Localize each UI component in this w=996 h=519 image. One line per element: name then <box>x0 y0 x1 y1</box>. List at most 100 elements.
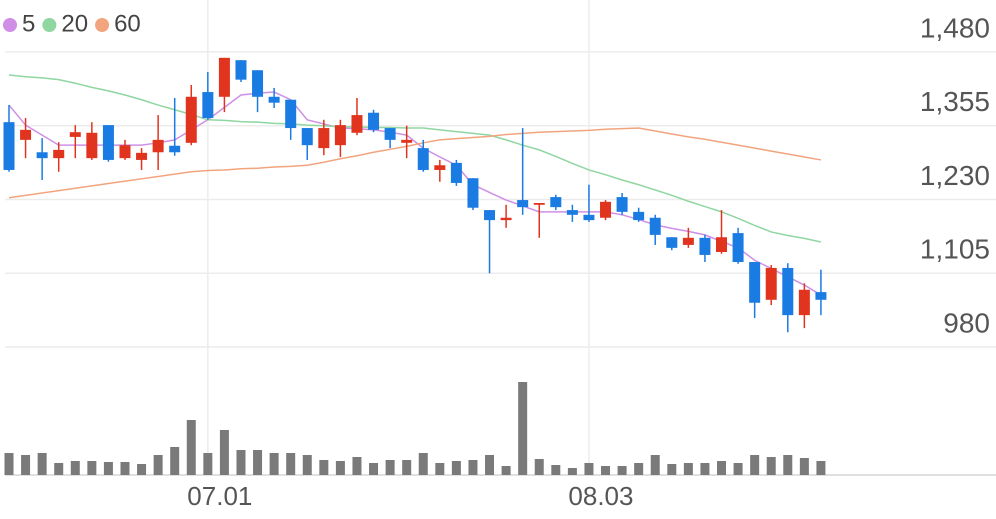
candle-body <box>815 292 827 300</box>
volume-bar <box>286 453 296 475</box>
candle-body <box>417 148 429 170</box>
candle-body <box>351 115 363 133</box>
candle-body <box>268 96 280 103</box>
volume-bar <box>137 464 147 475</box>
volume-bar <box>766 457 776 475</box>
candle-body <box>699 237 711 255</box>
candle-body <box>401 139 413 143</box>
moving-average-line <box>8 91 822 296</box>
candle-body <box>218 57 230 97</box>
volume-bar <box>186 420 196 475</box>
volume-bar <box>501 466 511 475</box>
volume-bar <box>37 453 47 475</box>
volume-bar <box>816 461 826 475</box>
candle-body <box>649 217 661 235</box>
volume-bar <box>567 468 577 475</box>
candle-body <box>318 128 330 149</box>
volume-bar <box>236 450 246 475</box>
candle-body <box>86 132 98 159</box>
candle-body <box>583 214 595 221</box>
volume-bar <box>153 455 163 475</box>
candle-body <box>3 122 15 170</box>
volume-bar <box>634 463 644 475</box>
x-tick-label: 08.03 <box>568 481 633 511</box>
candle-body <box>434 165 446 170</box>
volume-bar <box>451 461 461 475</box>
candle-body <box>252 70 264 97</box>
volume-bar <box>485 455 495 475</box>
volume-bar <box>783 455 793 475</box>
candle-body <box>53 149 65 159</box>
candle-body <box>152 139 164 153</box>
volume-bar <box>21 455 31 475</box>
candle-body <box>666 237 678 248</box>
volume-bar <box>601 466 611 475</box>
y-tick-label: 1,480 <box>920 12 990 43</box>
candle-body <box>467 178 479 208</box>
candle-body <box>368 112 380 130</box>
y-tick-label: 980 <box>943 307 990 338</box>
legend-label: 60 <box>114 10 141 37</box>
volume-bar <box>335 461 345 475</box>
legend-marker <box>95 18 110 32</box>
candle-body <box>202 92 214 119</box>
candle-body <box>732 233 744 263</box>
candle-body <box>169 145 181 153</box>
candle-body <box>301 128 313 146</box>
volume-bar <box>418 453 428 475</box>
volume-bar <box>70 461 80 475</box>
candle-body <box>566 210 578 215</box>
candle-body <box>334 125 346 146</box>
legend-label: 20 <box>61 10 88 37</box>
candle-body <box>600 201 612 218</box>
candle-body <box>798 289 810 316</box>
volume-bar <box>302 455 312 475</box>
y-tick-label: 1,105 <box>920 234 990 265</box>
candle-body <box>450 162 462 183</box>
y-tick-label: 1,230 <box>920 160 990 191</box>
volume-bar <box>385 460 395 475</box>
volume-bar <box>87 461 97 475</box>
volume-bar <box>799 458 809 475</box>
candle-body <box>765 267 777 300</box>
volume-bar <box>219 430 229 475</box>
y-tick-label: 1,355 <box>920 86 990 117</box>
volume-bar <box>584 463 594 475</box>
candle-body <box>185 96 197 143</box>
volume-bar <box>4 453 14 475</box>
candle-body <box>616 197 628 212</box>
volume-bar <box>750 455 760 475</box>
volume-bar <box>352 457 362 475</box>
volume-bar <box>435 463 445 475</box>
candle-body <box>235 60 247 80</box>
volume-bar <box>402 460 412 475</box>
candle-body <box>517 200 529 208</box>
volume-bar <box>253 450 263 475</box>
volume-bar <box>534 459 544 475</box>
volume-bar <box>369 463 379 475</box>
volume-bar <box>667 464 677 475</box>
volume-bar <box>683 463 693 475</box>
candle-body <box>20 129 32 140</box>
volume-bar <box>551 465 561 475</box>
legend-marker <box>3 18 17 32</box>
candle-body <box>69 132 81 137</box>
candle-body <box>749 262 761 303</box>
volume-bar <box>700 463 710 475</box>
candle-body <box>633 211 645 221</box>
x-tick-label: 07.01 <box>187 481 252 511</box>
candle-body <box>550 197 562 208</box>
candle-body <box>500 217 512 221</box>
volume-bar <box>203 453 213 475</box>
volume-bar <box>650 455 660 475</box>
volume-bar <box>120 462 130 475</box>
volume-bar <box>170 447 180 475</box>
candle-body <box>682 237 694 245</box>
candle-body <box>102 125 114 160</box>
candle-body <box>533 203 545 205</box>
volume-bar <box>733 463 743 475</box>
moving-average-line <box>8 127 822 199</box>
volume-bar <box>468 460 478 475</box>
